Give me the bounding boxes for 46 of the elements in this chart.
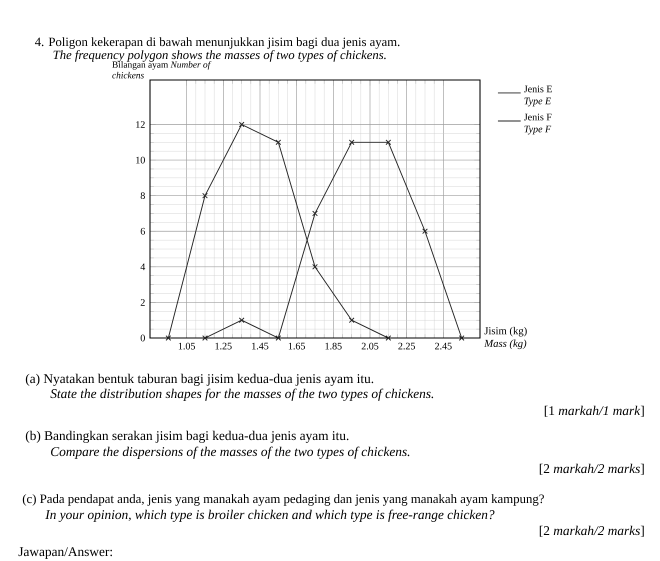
y-tick-label: 0	[140, 334, 145, 342]
y-tick-label: 4	[140, 264, 146, 270]
x-axis-title: Jisim (kg) Mass (kg)	[484, 326, 527, 350]
x-tick-label: 1.05	[178, 342, 196, 350]
text: In your opinion, which type is broiler chicken and which type is free-range chicken?	[45, 510, 494, 522]
point	[238, 317, 244, 324]
text: Compare the dispersions of the masses of the two types of chickens.	[51, 446, 410, 459]
point	[458, 335, 464, 341]
point	[276, 335, 282, 341]
text: (a) Nyatakan bentuk taburan bagi jisim kedua-dua jenis ayam itu.	[26, 374, 374, 386]
point	[312, 210, 318, 216]
point	[386, 139, 392, 146]
text: [2 markah/2 marks]	[540, 464, 644, 475]
text: (c) Pada pendapat anda, jenis yang manakah ayam pedaging dan jenis yang manakah ayam kampung?	[22, 494, 544, 506]
point	[166, 335, 172, 341]
text: State the distribution shapes for the masses of the two types of chickens.	[50, 388, 434, 401]
x-tick-label: 2.45	[435, 342, 452, 350]
x-tick-label: 2.25	[398, 342, 416, 350]
legend-label: Jenis F Type F	[524, 114, 552, 134]
text: (b) Bandingkan serakan jisim bagi kedua-dua jenis ayam itu.	[26, 430, 348, 443]
y-tick-label: 2	[140, 299, 145, 306]
point	[348, 139, 354, 146]
x-tick-label: 1.85	[325, 342, 342, 350]
x-tick-label: 1.25	[215, 342, 232, 350]
x-tick-label: 2.05	[362, 342, 378, 350]
point	[276, 139, 282, 146]
x-tick-label: 1.45	[252, 342, 268, 350]
x-tick-label: 1.65	[288, 342, 306, 350]
chart-subtitle: The frequency polygon shows the masses of two types of chickens.	[54, 50, 386, 62]
point	[202, 335, 208, 341]
point	[422, 228, 428, 234]
y-tick-label: 6	[140, 228, 145, 235]
text: [2 markah/2 marks]	[540, 526, 644, 537]
point	[238, 122, 244, 128]
y-tick-label: 10	[136, 156, 145, 164]
point	[386, 335, 392, 341]
text: Jawapan/Answer:	[18, 547, 112, 559]
point	[348, 317, 354, 324]
text: [1 markah/1 mark]	[544, 406, 644, 417]
point	[202, 192, 208, 198]
legend-label: Jenis E Type E	[524, 86, 552, 106]
text: Bilangan ayam Number of chickens	[112, 61, 212, 78]
chart-title: 4. Poligon kekerapan di bawah menunjukkan jisim bagi dua jenis ayam.	[34, 37, 400, 49]
y-tick-label: 8	[140, 192, 145, 200]
y-tick-label: 12	[136, 121, 145, 128]
point	[312, 264, 318, 270]
